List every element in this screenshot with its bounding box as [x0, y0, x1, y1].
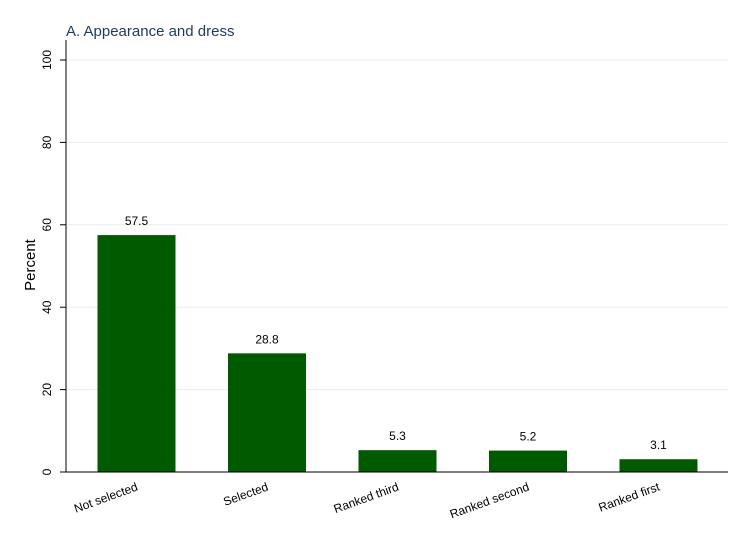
y-tick-label-0: 0 [40, 468, 54, 475]
bars [97, 235, 698, 472]
y-tick-label-5: 100 [40, 50, 54, 70]
data-labels: 57.5 28.8 5.3 5.2 3.1 [125, 214, 667, 452]
bar-1 [228, 353, 306, 472]
data-label-0: 57.5 [125, 214, 149, 228]
bar-4 [619, 459, 698, 472]
data-label-1: 28.8 [255, 332, 279, 346]
x-tick-label-4: Ranked first [597, 479, 663, 514]
data-label-4: 3.1 [650, 438, 667, 452]
bar-0 [97, 235, 176, 472]
y-tick-label-2: 40 [40, 300, 54, 314]
y-tick-label-1: 20 [40, 383, 54, 397]
axes [65, 40, 728, 473]
y-axis-ticks: 0 20 40 60 80 100 [40, 50, 66, 475]
bar-3 [489, 450, 567, 472]
y-tick-label-3: 60 [40, 218, 54, 232]
y-axis-label: Percent [22, 238, 39, 291]
x-axis-ticks: Not selected Selected Ranked third Ranked s… [72, 479, 662, 521]
bar-2 [358, 450, 437, 472]
data-label-2: 5.3 [389, 429, 406, 443]
x-tick-label-3: Ranked second [448, 480, 531, 522]
chart-title: A. Appearance and dress [66, 23, 234, 40]
x-tick-label-2: Ranked third [332, 480, 401, 516]
y-tick-label-4: 80 [40, 135, 54, 149]
gridlines [66, 59, 728, 391]
data-label-3: 5.2 [520, 430, 537, 444]
x-tick-label-0: Not selected [72, 480, 139, 516]
x-tick-label-1: Selected [221, 480, 270, 509]
